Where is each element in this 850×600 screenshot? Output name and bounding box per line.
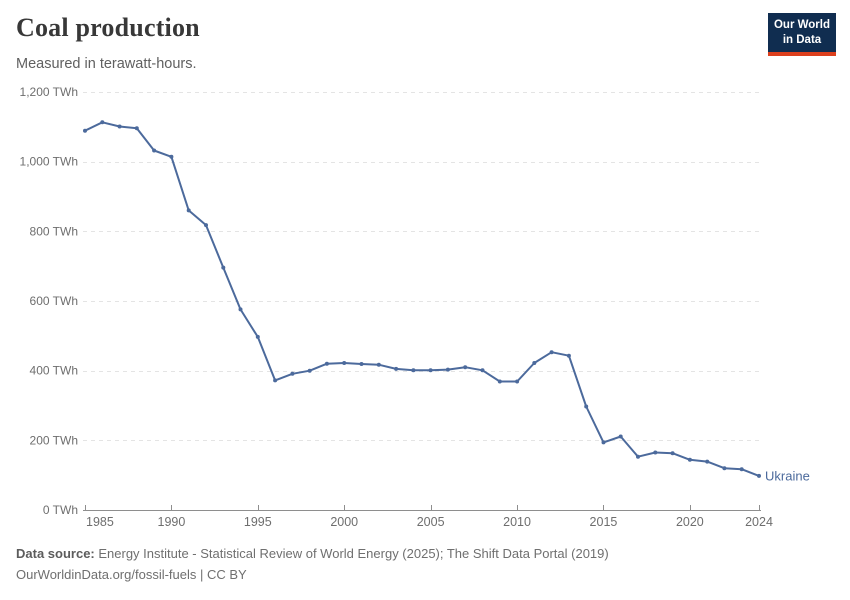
data-point[interactable] xyxy=(100,120,105,125)
data-point[interactable] xyxy=(757,473,761,478)
owid-logo[interactable]: Our World in Data xyxy=(768,13,836,56)
y-tick-label: 0 TWh xyxy=(43,503,78,517)
owid-logo-line2: in Data xyxy=(782,33,822,46)
data-point[interactable] xyxy=(204,223,208,228)
data-point[interactable] xyxy=(83,128,87,133)
data-point[interactable] xyxy=(739,467,744,472)
data-point[interactable] xyxy=(117,124,122,129)
data-point[interactable] xyxy=(342,361,347,365)
data-source-text: Energy Institute - Statistical Review of… xyxy=(94,546,609,561)
x-tick-label: 1995 xyxy=(244,515,272,529)
data-point[interactable] xyxy=(549,350,554,355)
data-point[interactable] xyxy=(566,353,571,358)
data-point[interactable] xyxy=(636,454,640,459)
license-line: OurWorldinData.org/fossil-fuels | CC BY xyxy=(16,567,247,582)
data-point[interactable] xyxy=(134,126,139,131)
chart-footer: Data source: Energy Institute - Statisti… xyxy=(16,543,609,585)
data-point[interactable] xyxy=(515,379,520,384)
data-point[interactable] xyxy=(532,361,537,365)
chart-subtitle: Measured in terawatt-hours. xyxy=(16,56,197,72)
data-point[interactable] xyxy=(221,265,226,270)
x-tick-label: 2005 xyxy=(417,515,445,529)
data-point[interactable] xyxy=(152,148,157,153)
data-point[interactable] xyxy=(411,368,416,373)
data-point[interactable] xyxy=(618,434,623,439)
data-point[interactable] xyxy=(463,365,468,370)
data-point[interactable] xyxy=(722,466,727,471)
y-tick-label: 600 TWh xyxy=(30,294,78,308)
y-tick-label: 200 TWh xyxy=(30,433,78,447)
data-point[interactable] xyxy=(324,361,329,366)
data-point[interactable] xyxy=(445,367,450,372)
data-point[interactable] xyxy=(307,368,312,373)
data-source-label: Data source: xyxy=(16,546,95,561)
y-tick-label: 400 TWh xyxy=(30,364,78,378)
line-series-ukraine[interactable] xyxy=(84,121,760,477)
data-point[interactable] xyxy=(705,459,710,464)
data-point[interactable] xyxy=(273,378,278,383)
series-label-ukraine[interactable]: Ukraine xyxy=(765,468,810,483)
data-point[interactable] xyxy=(497,379,502,384)
data-source-line: Data source: Energy Institute - Statisti… xyxy=(16,543,609,564)
data-point[interactable] xyxy=(601,440,606,445)
data-point[interactable] xyxy=(255,334,260,339)
data-point[interactable] xyxy=(480,368,485,373)
x-tick-label: 2024 xyxy=(745,515,773,529)
x-tick-label: 2010 xyxy=(503,515,531,529)
data-point[interactable] xyxy=(376,362,381,367)
x-tick-label: 1990 xyxy=(158,515,186,529)
data-point[interactable] xyxy=(186,208,191,213)
data-point[interactable] xyxy=(394,366,399,371)
chart-title: Coal production xyxy=(16,13,200,42)
data-point[interactable] xyxy=(584,404,589,409)
y-tick-label: 1,200 TWh xyxy=(20,85,78,99)
data-point[interactable] xyxy=(290,371,295,376)
x-tick-label: 2020 xyxy=(676,515,704,529)
x-tick-label: 2000 xyxy=(330,515,358,529)
data-point[interactable] xyxy=(359,362,364,366)
data-point[interactable] xyxy=(428,368,433,373)
data-point[interactable] xyxy=(687,457,692,462)
x-tick-label: 2015 xyxy=(590,515,618,529)
data-point[interactable] xyxy=(653,450,658,455)
data-point[interactable] xyxy=(169,154,174,159)
x-tick-label: 1985 xyxy=(86,515,114,529)
data-point[interactable] xyxy=(238,307,243,312)
y-tick-label: 800 TWh xyxy=(30,224,78,238)
owid-logo-line1: Our World xyxy=(773,19,830,31)
y-tick-label: 1,000 TWh xyxy=(20,155,78,169)
data-point[interactable] xyxy=(670,451,675,456)
